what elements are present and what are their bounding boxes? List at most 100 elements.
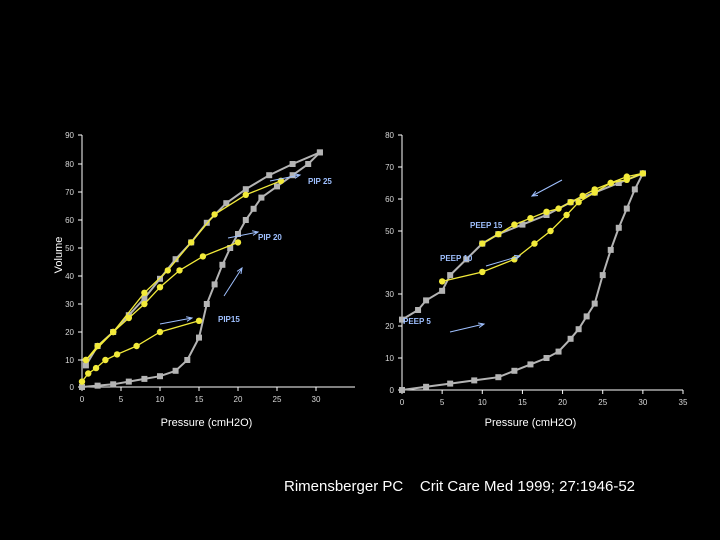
data-point [172, 256, 179, 263]
x-tick-label: 0 [80, 395, 85, 404]
data-point [85, 370, 92, 377]
data-point [195, 317, 203, 324]
annotation-label: PIP 25 [308, 177, 332, 186]
data-point [615, 180, 622, 186]
annotation-label: PEEP 15 [470, 221, 503, 230]
x-tick-label: 20 [234, 395, 243, 404]
x-tick-label: 5 [119, 395, 124, 404]
data-point [555, 205, 562, 212]
data-point [141, 300, 148, 308]
direction-arrow [227, 231, 259, 239]
data-point [110, 328, 117, 336]
data-point [495, 374, 502, 381]
data-point [471, 377, 478, 384]
data-point [527, 361, 534, 368]
annotation-label: PIP 20 [258, 233, 282, 242]
data-point [615, 224, 622, 231]
y-tick-label: 70 [385, 163, 394, 172]
data-point [203, 301, 210, 307]
data-point [547, 227, 554, 235]
data-point [211, 211, 218, 218]
data-point [94, 342, 101, 350]
direction-arrow [531, 179, 563, 197]
annotation-label: PIP15 [218, 315, 240, 324]
direction-arrow-head [513, 254, 522, 261]
data-point [78, 378, 86, 385]
data-point [599, 272, 606, 279]
data-point [266, 172, 273, 179]
data-point [79, 384, 85, 390]
data-point [583, 313, 590, 320]
data-point [543, 208, 550, 215]
data-point [125, 378, 132, 385]
data-point [82, 356, 90, 364]
plot-2: 0 10 20 30 50 60 70 80 0 5 10 15 20 25 30 35 Pressure (c… [385, 131, 688, 429]
data-point [399, 316, 405, 323]
y-tick-label: 0 [70, 383, 75, 392]
data-point [164, 267, 171, 274]
data-point [113, 351, 121, 358]
data-point [242, 186, 249, 193]
data-point [82, 362, 89, 369]
x-tick-label: 0 [400, 398, 405, 407]
data-point [415, 307, 422, 313]
series-line [85, 241, 239, 361]
data-point [447, 272, 454, 279]
y-axis-label: Volume [53, 237, 65, 274]
data-point [223, 200, 230, 207]
data-point [289, 172, 296, 179]
annotation-label: PEEP 5 [403, 317, 431, 326]
y-tick-label: 90 [65, 131, 74, 140]
y-tick-label: 30 [65, 300, 74, 309]
x-tick-label: 5 [440, 398, 445, 407]
citation: Rimensberger PC Crit Care Med 1999; 27:1… [284, 478, 636, 495]
y-tick-label: 60 [385, 195, 394, 204]
data-point [305, 161, 312, 167]
data-point [172, 367, 179, 374]
direction-arrow [485, 255, 521, 267]
data-point [567, 335, 574, 342]
series-line [85, 180, 282, 361]
data-point [156, 328, 164, 336]
data-point [575, 199, 582, 206]
data-point [188, 239, 195, 246]
data-point [639, 170, 647, 177]
data-point [423, 297, 430, 304]
data-point [125, 314, 132, 322]
data-point [519, 221, 526, 228]
y-tick-label: 50 [385, 227, 394, 236]
data-point [623, 173, 630, 180]
x-axis-label: Pressure (cmH2O) [485, 417, 577, 429]
plot-1: 0 10 20 30 40 50 60 70 80 90 0 5 10 15 20 25 30 Pressure … [53, 131, 355, 429]
data-point [176, 267, 183, 274]
x-tick-label: 25 [273, 395, 282, 404]
data-point [563, 211, 570, 219]
data-point [219, 261, 226, 268]
direction-arrow-head [236, 266, 243, 274]
data-point [199, 253, 207, 260]
data-point [234, 239, 242, 246]
x-tick-label: 10 [156, 395, 165, 404]
y-tick-label: 60 [65, 216, 74, 225]
data-point [591, 300, 598, 307]
y-tick-label: 0 [390, 386, 395, 395]
direction-arrow [449, 323, 485, 333]
data-point [94, 382, 101, 389]
direction-arrow [269, 174, 301, 182]
data-point [423, 383, 430, 390]
direction-arrow-head [186, 316, 194, 322]
data-point [607, 246, 614, 253]
data-point [511, 367, 518, 374]
data-point [591, 189, 598, 196]
data-point [555, 348, 562, 355]
series-line [81, 320, 200, 382]
data-point [495, 230, 502, 238]
y-tick-label: 30 [385, 290, 394, 299]
data-point [439, 287, 446, 294]
y-tick-label: 70 [65, 188, 74, 197]
direction-arrow [159, 317, 193, 325]
data-point [141, 289, 148, 296]
data-point [274, 183, 280, 190]
data-point [316, 149, 323, 156]
data-point [141, 295, 148, 302]
